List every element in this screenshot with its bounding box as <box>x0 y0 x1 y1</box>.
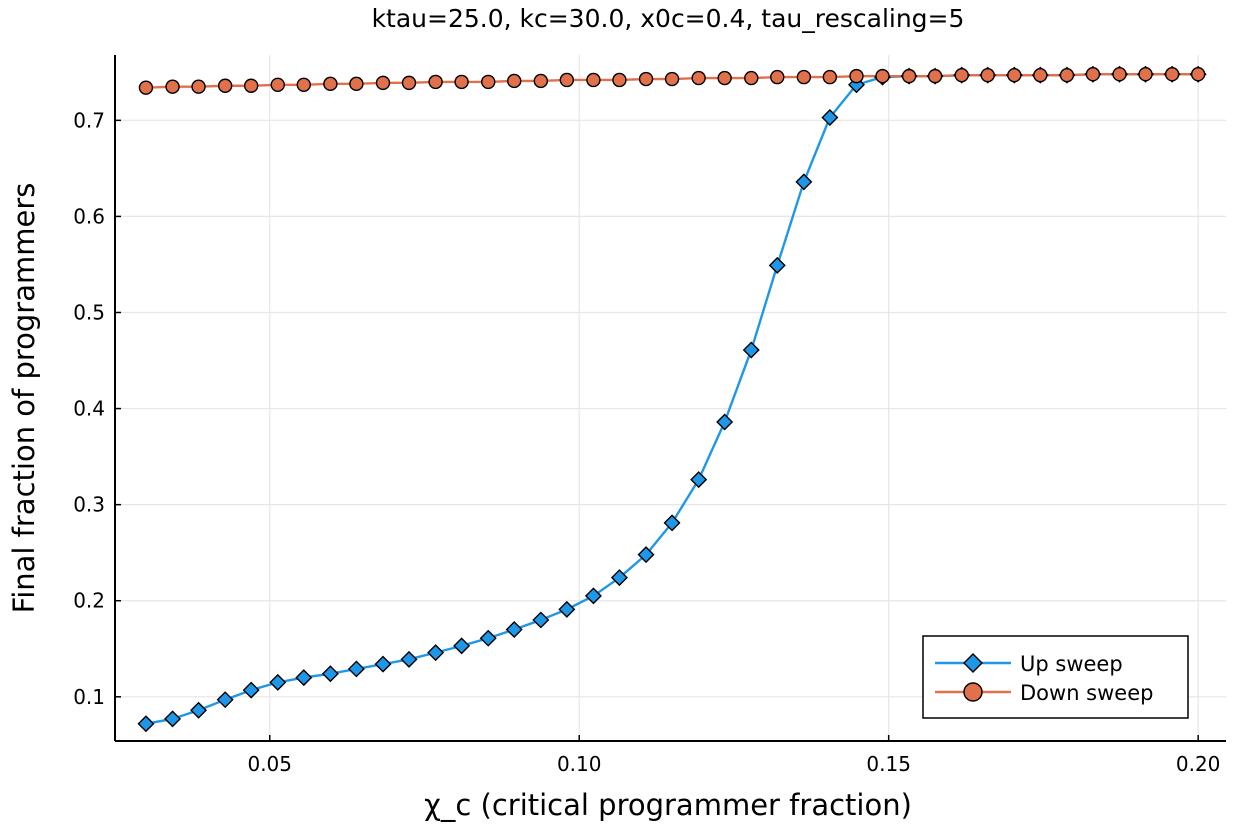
data-point-down-sweep <box>217 78 233 93</box>
data-point-down-sweep <box>454 74 469 90</box>
x-tick-label: 0.15 <box>866 752 911 776</box>
data-point-up-sweep <box>532 611 550 629</box>
data-point-down-sweep <box>770 69 785 85</box>
y-axis-title: Final fraction of programmers <box>7 183 41 614</box>
data-point-down-sweep <box>533 73 549 89</box>
x-axis-title: χ_c (critical programmer fraction) <box>424 788 912 822</box>
data-point-down-sweep <box>586 72 601 88</box>
y-tick-label: 0.2 <box>73 589 105 613</box>
data-point-down-sweep <box>428 74 443 90</box>
data-point-up-sweep <box>610 569 628 587</box>
data-point-up-sweep <box>821 108 839 126</box>
data-point-down-sweep <box>481 74 496 90</box>
data-point-down-sweep <box>296 77 311 92</box>
data-point-down-sweep <box>270 77 285 92</box>
data-point-up-sweep <box>321 665 339 683</box>
data-point-down-sweep <box>323 76 338 92</box>
data-point-up-sweep <box>137 715 155 733</box>
data-point-down-sweep <box>507 73 522 89</box>
data-point-up-sweep <box>216 691 234 709</box>
data-point-up-sweep <box>164 710 182 728</box>
data-point-up-sweep <box>347 660 365 678</box>
chart-title: ktau=25.0, kc=30.0, x0c=0.4, tau_rescali… <box>372 4 965 33</box>
data-point-up-sweep <box>453 637 471 655</box>
legend-box <box>922 635 1189 719</box>
data-point-up-sweep <box>768 256 786 274</box>
series-layer <box>137 65 1207 733</box>
data-point-down-sweep <box>1033 67 1048 83</box>
data-point-down-sweep <box>612 72 627 88</box>
data-point-up-sweep <box>795 173 813 191</box>
data-point-down-sweep <box>638 71 654 87</box>
legend: Up sweep Down sweep <box>922 635 1189 719</box>
data-point-down-sweep <box>243 78 259 93</box>
data-point-up-sweep <box>374 655 392 673</box>
data-point-up-sweep <box>295 669 313 687</box>
data-point-down-sweep <box>822 69 838 85</box>
data-point-down-sweep <box>901 68 917 84</box>
data-point-down-sweep <box>796 69 812 85</box>
data-point-up-sweep <box>190 701 208 719</box>
data-point-down-sweep <box>1007 67 1022 83</box>
data-point-down-sweep <box>165 79 180 94</box>
data-point-down-sweep <box>559 72 575 88</box>
data-point-down-sweep <box>927 68 943 84</box>
data-point-down-sweep <box>980 67 995 83</box>
data-point-down-sweep <box>1059 67 1075 83</box>
data-point-down-sweep <box>664 71 680 87</box>
data-point-down-sweep <box>691 70 706 86</box>
data-point-down-sweep <box>1164 67 1180 82</box>
x-tick-label: 0.05 <box>247 752 292 776</box>
legend-marker-up-sweep <box>963 653 983 673</box>
x-tick-label: 0.20 <box>1176 752 1221 776</box>
legend-label-down-sweep: Down sweep <box>1020 681 1153 705</box>
data-point-down-sweep <box>191 79 206 94</box>
axes: 0.05 0.10 0.15 0.20 0.1 0.2 0.3 0.4 0.5 0.6 0.7 <box>73 55 1226 776</box>
data-point-up-sweep <box>427 644 445 662</box>
data-point-up-sweep <box>742 341 760 359</box>
y-tick-label: 0.5 <box>73 300 105 324</box>
legend-marker-down-sweep <box>963 682 983 702</box>
data-point-up-sweep <box>637 546 655 564</box>
data-point-down-sweep <box>744 70 759 86</box>
y-tick-label: 0.6 <box>73 204 105 228</box>
data-point-up-sweep <box>584 587 602 605</box>
data-point-down-sweep <box>375 75 391 91</box>
data-point-up-sweep <box>505 621 523 639</box>
y-tick-label: 0.3 <box>73 493 105 517</box>
grid <box>115 55 1226 741</box>
data-point-down-sweep <box>401 75 417 91</box>
data-point-down-sweep <box>875 68 890 84</box>
y-tick-label: 0.7 <box>73 108 105 132</box>
data-point-down-sweep <box>717 70 732 86</box>
data-point-up-sweep <box>558 600 576 618</box>
data-point-up-sweep <box>663 514 681 532</box>
data-point-down-sweep <box>1190 67 1206 82</box>
x-tick-label: 0.10 <box>557 752 602 776</box>
data-point-up-sweep <box>400 650 418 668</box>
data-point-down-sweep <box>1138 67 1153 82</box>
data-point-up-sweep <box>479 629 497 647</box>
y-tick-label: 0.4 <box>73 397 105 421</box>
data-point-up-sweep <box>242 681 260 699</box>
data-point-up-sweep <box>690 471 708 489</box>
y-tick-label: 0.1 <box>73 685 105 709</box>
data-point-down-sweep <box>954 67 969 83</box>
data-point-up-sweep <box>269 673 287 691</box>
data-point-up-sweep <box>716 413 734 431</box>
data-point-down-sweep <box>849 68 864 84</box>
data-point-down-sweep <box>1085 67 1101 82</box>
data-point-down-sweep <box>138 80 154 95</box>
legend-label-up-sweep: Up sweep <box>1020 652 1123 676</box>
series-line-up-sweep <box>145 73 1199 725</box>
data-point-down-sweep <box>1112 67 1127 82</box>
data-point-down-sweep <box>349 76 364 92</box>
